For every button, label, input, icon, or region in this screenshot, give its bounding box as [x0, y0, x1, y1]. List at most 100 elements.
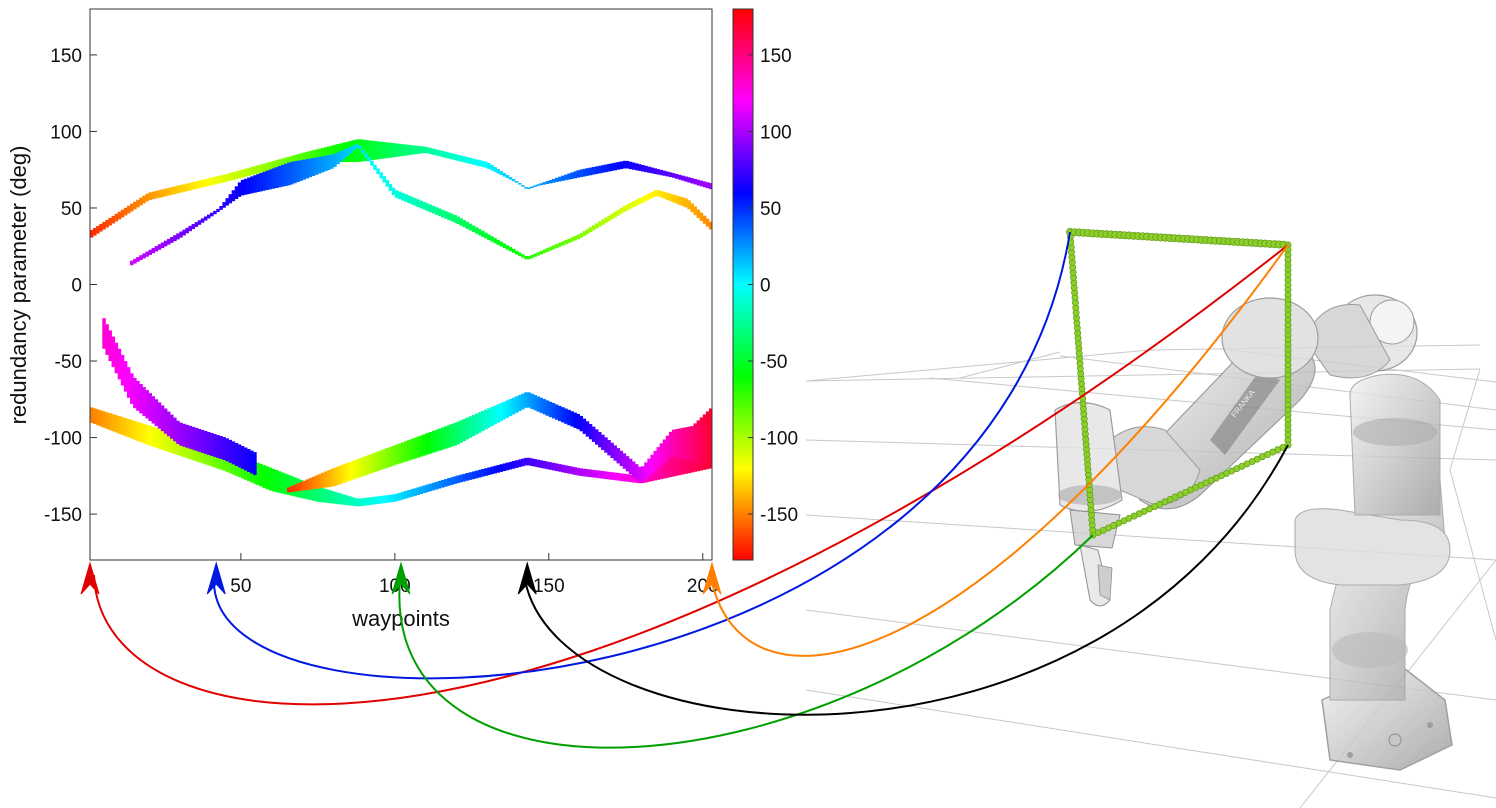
- band-cell: [588, 423, 593, 440]
- band-cell: [290, 161, 294, 185]
- band-cell: [521, 393, 525, 410]
- band-cell: [477, 412, 482, 433]
- band-cell: [631, 474, 636, 483]
- band-cell: [364, 497, 368, 506]
- band-cell: [474, 470, 479, 479]
- y-tick-label: 50: [61, 199, 82, 220]
- band-cell: [505, 175, 510, 179]
- band-cell: [105, 324, 109, 355]
- band-cell: [447, 478, 451, 486]
- band-cell: [450, 213, 454, 222]
- band-cell: [484, 468, 488, 476]
- band-cell: [533, 185, 537, 187]
- band-cell: [240, 445, 245, 469]
- band-cell: [441, 479, 445, 488]
- band-cell: [570, 466, 574, 475]
- band-cell: [635, 199, 639, 206]
- band-cell: [296, 160, 300, 183]
- band-cell: [628, 202, 633, 209]
- band-cell: [699, 212, 704, 221]
- band-cell: [397, 443, 402, 464]
- band-cell: [293, 484, 297, 492]
- band-cell: [499, 171, 504, 176]
- band-cell: [502, 243, 507, 249]
- band-cell: [207, 444, 211, 466]
- band-cell: [545, 248, 550, 252]
- band-cell: [678, 428, 682, 459]
- band-cell: [619, 450, 624, 467]
- band-cell: [160, 189, 165, 198]
- band-cell: [444, 479, 448, 487]
- band-cell: [117, 348, 122, 380]
- band-cell: [554, 244, 559, 249]
- band-cell: [280, 158, 285, 168]
- band-cell: [619, 473, 624, 481]
- band-cell: [388, 183, 393, 191]
- band-cell: [561, 175, 565, 181]
- band-cell: [234, 442, 239, 466]
- robot-arm: FRANKA: [1054, 294, 1453, 771]
- band-cell: [287, 487, 291, 493]
- band-cell: [548, 246, 553, 251]
- band-cell: [342, 149, 346, 159]
- band-cell: [133, 377, 137, 409]
- band-cell: [665, 171, 670, 177]
- band-cell: [607, 440, 611, 456]
- band-cell: [247, 177, 251, 195]
- band-cell: [521, 185, 525, 187]
- band-cell: [441, 150, 445, 158]
- waypoint-arrow-icon: [206, 561, 226, 595]
- band-cell: [250, 176, 254, 194]
- x-tick-label: 150: [533, 576, 565, 597]
- band-cell: [293, 161, 297, 184]
- band-cell: [401, 192, 405, 201]
- band-cell: [653, 462, 657, 481]
- band-cell: [407, 195, 411, 204]
- band-cell: [428, 432, 433, 454]
- band-cell: [120, 417, 125, 435]
- band-cell: [105, 412, 109, 429]
- band-cell: [305, 482, 310, 500]
- band-cell: [422, 485, 427, 494]
- band-cell: [367, 157, 371, 162]
- band-cell: [453, 154, 457, 161]
- band-cell: [385, 142, 390, 159]
- band-cell: [481, 410, 485, 432]
- band-cell: [459, 420, 463, 443]
- band-cell: [413, 488, 417, 496]
- band-cell: [536, 459, 540, 468]
- band-cell: [533, 253, 537, 257]
- band-cell: [499, 464, 504, 472]
- band-cell: [333, 144, 337, 163]
- colorbar-ticks: 150 100 50 0 -50 -100 -150: [748, 46, 798, 526]
- band-cell: [197, 180, 202, 189]
- band-cell: [585, 469, 590, 477]
- band-cell: [699, 424, 704, 465]
- band-cell: [545, 461, 550, 470]
- band-cell: [662, 453, 667, 479]
- band-cell: [561, 407, 565, 423]
- band-cell: [641, 196, 645, 203]
- band-cell: [367, 454, 371, 475]
- band-cell: [185, 183, 189, 192]
- band-cell: [625, 204, 630, 211]
- band-cell: [370, 140, 374, 161]
- band-cell: [404, 194, 408, 202]
- band-cell: [434, 429, 439, 452]
- band-cell: [450, 153, 454, 160]
- band-cell: [465, 157, 470, 164]
- band-cell: [145, 193, 149, 202]
- band-cell: [394, 493, 399, 502]
- band-cell: [591, 469, 596, 478]
- band-cell: [687, 426, 691, 462]
- band-cell: [437, 428, 442, 451]
- band-cell: [130, 260, 134, 266]
- band-cell: [247, 167, 251, 176]
- band-cell: [317, 487, 322, 503]
- y-axis-ticks: 150 100 50 0 -50 -100 -150: [44, 46, 97, 526]
- band-cell: [696, 209, 701, 219]
- band-cell: [139, 255, 143, 261]
- band-cell: [410, 196, 414, 205]
- band-cell: [628, 458, 633, 475]
